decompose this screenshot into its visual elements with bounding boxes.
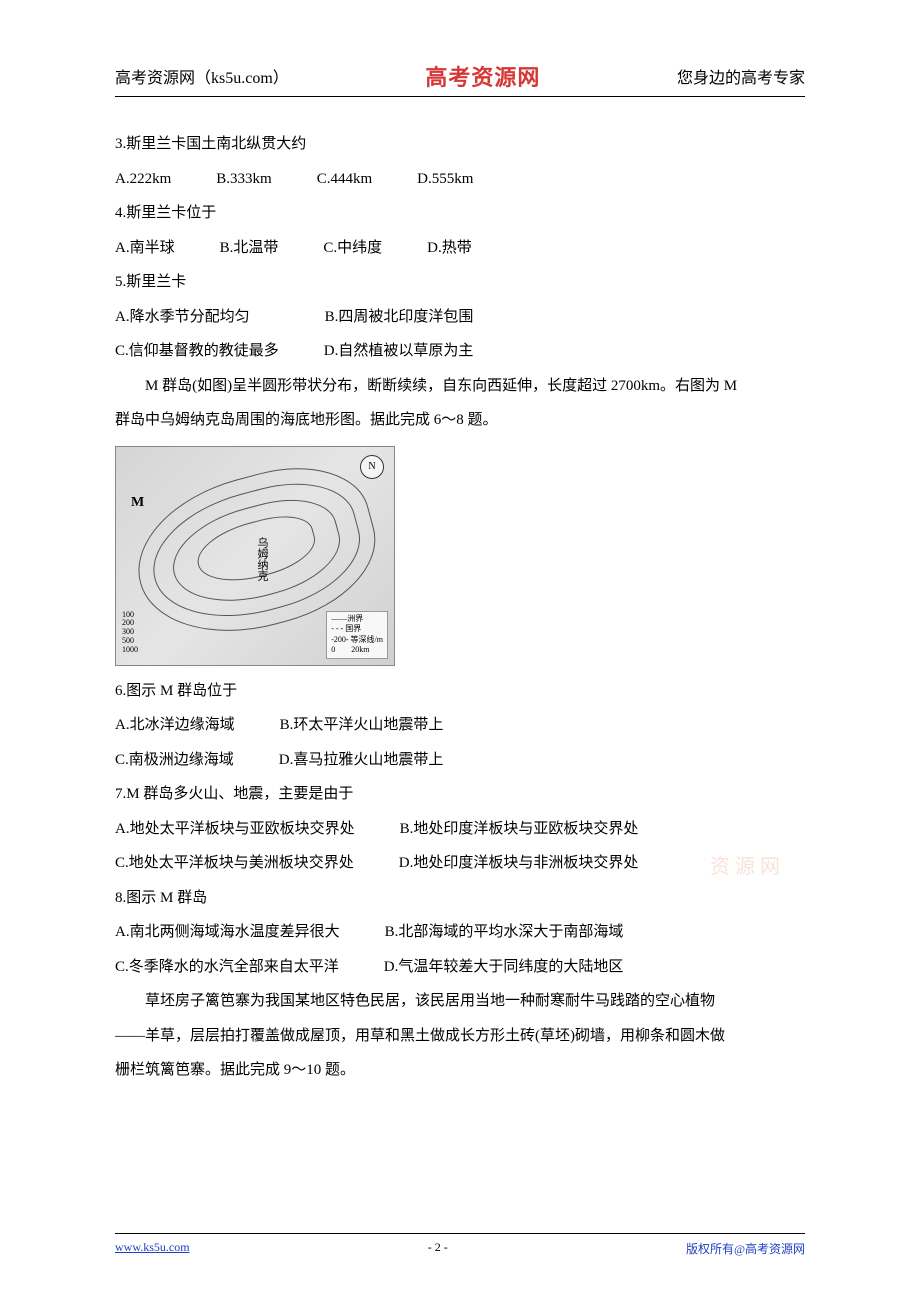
compass-icon: N	[360, 455, 384, 479]
q3-b: B.333km	[216, 162, 271, 197]
q6-c: C.南极洲边缘海域	[115, 743, 234, 778]
page-header: 高考资源网（ks5u.com） 高考资源网 您身边的高考专家	[115, 60, 805, 97]
map-island-label: 乌姆纳克	[256, 537, 267, 581]
q5-d: D.自然植被以草原为主	[324, 334, 474, 369]
q5-options-1: A.降水季节分配均匀 B.四周被北印度洋包围	[115, 300, 805, 335]
footer-left: www.ks5u.com	[115, 1240, 190, 1255]
q3-a: A.222km	[115, 162, 171, 197]
q5-stem: 5.斯里兰卡	[115, 265, 805, 300]
q5-options-2: C.信仰基督教的教徒最多 D.自然植被以草原为主	[115, 334, 805, 369]
q6-d: D.喜马拉雅火山地震带上	[279, 743, 444, 778]
passage1-line2: 群岛中乌姆纳克岛周围的海底地形图。据此完成 6～8 题。	[115, 403, 805, 438]
footer-center: - 2 -	[428, 1240, 448, 1255]
q8-d: D.气温年较差大于同纬度的大陆地区	[384, 950, 624, 985]
q7-a: A.地处太平洋板块与亚欧板块交界处	[115, 812, 355, 847]
q4-a: A.南半球	[115, 231, 175, 266]
q4-options: A.南半球 B.北温带 C.中纬度 D.热带	[115, 231, 805, 266]
q7-stem: 7.M 群岛多火山、地震，主要是由于	[115, 777, 805, 812]
depth-4: 1000	[122, 646, 138, 655]
q8-b: B.北部海域的平均水深大于南部海域	[385, 915, 624, 950]
q7-options-2: C.地处太平洋板块与美洲板块交界处 D.地处印度洋板块与非洲板块交界处	[115, 846, 805, 881]
q6-b: B.环太平洋火山地震带上	[280, 708, 444, 743]
header-right: 您身边的高考专家	[677, 64, 805, 88]
q7-b: B.地处印度洋板块与亚欧板块交界处	[400, 812, 639, 847]
page-footer: www.ks5u.com - 2 - 版权所有@高考资源网	[115, 1233, 805, 1257]
q6-options-1: A.北冰洋边缘海域 B.环太平洋火山地震带上	[115, 708, 805, 743]
q4-c: C.中纬度	[323, 231, 382, 266]
q8-options-2: C.冬季降水的水汽全部来自太平洋 D.气温年较差大于同纬度的大陆地区	[115, 950, 805, 985]
passage2-line1: 草坯房子篱笆寨为我国某地区特色民居，该民居用当地一种耐寒耐牛马践踏的空心植物	[115, 984, 805, 1019]
legend-2: - - - 国界	[331, 624, 383, 634]
header-left: 高考资源网（ks5u.com）	[115, 64, 289, 88]
map-legend: ——洲界 - - - 国界 -200- 等深线/m 0 20km	[326, 611, 388, 659]
passage1-line1: M 群岛(如图)呈半圆形带状分布，断断续续，自东向西延伸，长度超过 2700km…	[115, 369, 805, 404]
q8-c: C.冬季降水的水汽全部来自太平洋	[115, 950, 339, 985]
q5-a: A.降水季节分配均匀	[115, 300, 250, 335]
header-center: 高考资源网	[425, 60, 540, 92]
legend-4: 0 20km	[331, 645, 383, 655]
legend-1: ——洲界	[331, 614, 383, 624]
footer-right: 版权所有@高考资源网	[686, 1240, 805, 1257]
map-label-m: M	[131, 487, 144, 519]
q6-options-2: C.南极洲边缘海域 D.喜马拉雅火山地震带上	[115, 743, 805, 778]
map-depths: 100 200 300 500 1000	[122, 611, 138, 655]
q8-stem: 8.图示 M 群岛	[115, 881, 805, 916]
q7-options-1: A.地处太平洋板块与亚欧板块交界处 B.地处印度洋板块与亚欧板块交界处	[115, 812, 805, 847]
passage2-line3: 栅栏筑篱笆寨。据此完成 9～10 题。	[115, 1053, 805, 1088]
q8-options-1: A.南北两侧海域海水温度差异很大 B.北部海域的平均水深大于南部海域	[115, 915, 805, 950]
legend-3: -200- 等深线/m	[331, 635, 383, 645]
q3-c: C.444km	[317, 162, 372, 197]
q7-c: C.地处太平洋板块与美洲板块交界处	[115, 846, 354, 881]
map-figure: N M 乌姆纳克 ——洲界 - - - 国界 -200- 等深线/m 0 20k…	[115, 446, 395, 666]
q3-options: A.222km B.333km C.444km D.555km	[115, 162, 805, 197]
q6-stem: 6.图示 M 群岛位于	[115, 674, 805, 709]
q3-stem: 3.斯里兰卡国土南北纵贯大约	[115, 127, 805, 162]
q3-d: D.555km	[417, 162, 473, 197]
q8-a: A.南北两侧海域海水温度差异很大	[115, 915, 340, 950]
q4-b: B.北温带	[220, 231, 279, 266]
q4-d: D.热带	[427, 231, 472, 266]
q5-b: B.四周被北印度洋包围	[325, 300, 474, 335]
q5-c: C.信仰基督教的教徒最多	[115, 334, 279, 369]
q7-d: D.地处印度洋板块与非洲板块交界处	[399, 846, 639, 881]
q4-stem: 4.斯里兰卡位于	[115, 196, 805, 231]
q6-a: A.北冰洋边缘海域	[115, 708, 235, 743]
passage2-line2: ——羊草，层层拍打覆盖做成屋顶，用草和黑土做成长方形土砖(草坯)砌墙，用柳条和圆…	[115, 1019, 805, 1054]
content-body: 3.斯里兰卡国土南北纵贯大约 A.222km B.333km C.444km D…	[115, 127, 805, 1088]
